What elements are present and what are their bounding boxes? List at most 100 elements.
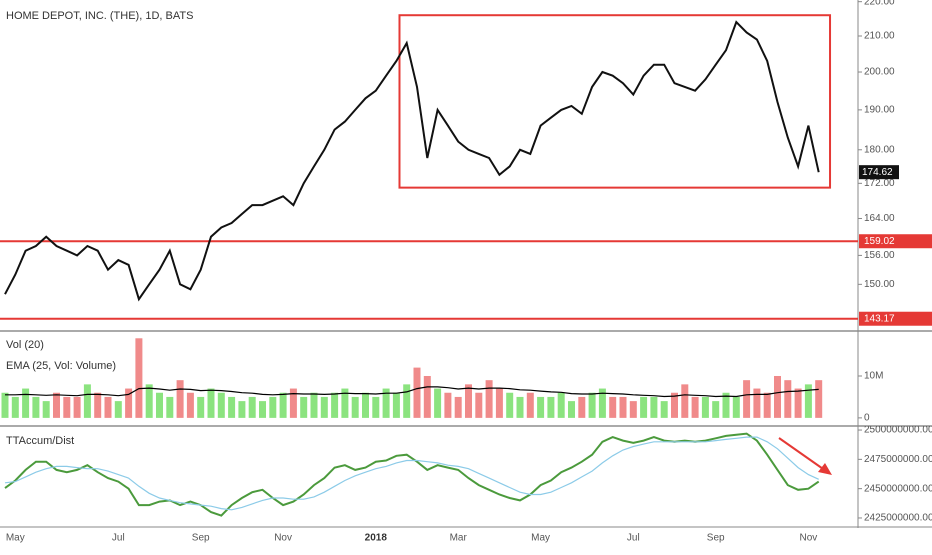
level-tag-label: 143.17 bbox=[864, 313, 895, 324]
y-tick-label: 210.00 bbox=[864, 31, 895, 42]
volume-bar bbox=[217, 392, 225, 418]
volume-bar bbox=[629, 401, 637, 418]
volume-bar bbox=[763, 392, 771, 418]
volume-bar bbox=[197, 396, 205, 418]
volume-bar bbox=[104, 396, 112, 418]
volume-bar bbox=[289, 388, 297, 418]
volume-bar bbox=[815, 380, 823, 418]
volume-bar bbox=[207, 388, 215, 418]
volume-bar bbox=[351, 396, 359, 418]
volume-bar bbox=[73, 396, 81, 418]
volume-bar bbox=[94, 392, 102, 418]
volume-bar bbox=[248, 396, 256, 418]
ema-line bbox=[5, 386, 819, 398]
x-tick-label: Sep bbox=[192, 533, 210, 544]
volume-bar bbox=[156, 392, 163, 418]
volume-bar bbox=[331, 392, 339, 418]
y-tick-label: 156.00 bbox=[864, 250, 895, 261]
volume-bar bbox=[423, 375, 431, 418]
volume-bar bbox=[279, 392, 287, 418]
y-tick-label: 2425000000.0000 bbox=[864, 513, 932, 524]
last-price-tag bbox=[859, 165, 899, 180]
volume-bar bbox=[774, 375, 781, 418]
last-price-label: 174.62 bbox=[862, 167, 893, 178]
volume-bar bbox=[83, 384, 91, 418]
volume-bar bbox=[269, 396, 277, 418]
level-tag-label: 159.02 bbox=[864, 236, 895, 247]
volume-bar bbox=[125, 388, 133, 418]
volume-bar bbox=[557, 392, 565, 418]
volume-bar bbox=[650, 396, 658, 418]
y-tick-label: 164.00 bbox=[864, 213, 895, 224]
volume-bar bbox=[259, 401, 266, 418]
volume-bar bbox=[671, 392, 678, 418]
volume-bar bbox=[362, 392, 369, 418]
level-tag bbox=[859, 234, 932, 249]
chart-title: HOME DEPOT, INC. (THE), 1D, BATS bbox=[6, 10, 193, 22]
volume-bar bbox=[22, 388, 30, 418]
volume-bar bbox=[691, 396, 699, 418]
volume-bar bbox=[619, 396, 627, 418]
highlight-box bbox=[398, 14, 832, 189]
volume-bar bbox=[526, 392, 534, 418]
arrow-head bbox=[818, 463, 832, 475]
volume-bar bbox=[53, 392, 60, 418]
y-tick-label: 172.00 bbox=[864, 178, 895, 189]
volume-bar bbox=[701, 396, 709, 418]
y-tick-label: 150.00 bbox=[864, 279, 895, 290]
volume-bar bbox=[186, 392, 194, 418]
volume-bar bbox=[11, 396, 19, 418]
volume-bar bbox=[341, 388, 349, 418]
x-tick-label: 2018 bbox=[365, 533, 388, 544]
volume-bar bbox=[732, 396, 740, 418]
x-tick-label: Nov bbox=[274, 533, 292, 544]
volume-bar bbox=[63, 396, 71, 418]
arrow-shaft bbox=[778, 437, 827, 472]
volume-bar bbox=[485, 380, 493, 418]
volume-bar bbox=[403, 384, 411, 418]
volume-bar bbox=[681, 384, 689, 418]
volume-bar bbox=[475, 392, 483, 418]
volume-bar bbox=[804, 384, 812, 418]
volume-bar bbox=[660, 401, 668, 418]
volume-bar bbox=[413, 367, 421, 418]
volume-bar bbox=[238, 401, 246, 418]
x-tick-label: May bbox=[531, 533, 550, 544]
y-tick-label: 220.00 bbox=[864, 0, 895, 7]
volume-bar bbox=[753, 388, 761, 418]
volume-bar bbox=[176, 380, 184, 418]
indicator-title: TTAccum/Dist bbox=[6, 435, 74, 447]
volume-bar bbox=[588, 392, 596, 418]
volume-bar bbox=[166, 396, 174, 418]
volume-bar bbox=[506, 392, 514, 418]
volume-bar bbox=[712, 401, 720, 418]
y-tick-label: 200.00 bbox=[864, 67, 895, 78]
volume-bar bbox=[743, 380, 751, 418]
volume-bar bbox=[300, 396, 308, 418]
volume-bar bbox=[722, 392, 730, 418]
volume-bar bbox=[135, 338, 143, 418]
volume-bar bbox=[372, 396, 380, 418]
volume-bar bbox=[310, 392, 318, 418]
volume-bar bbox=[516, 396, 524, 418]
volume-bar bbox=[454, 396, 462, 418]
series-line bbox=[4, 436, 819, 511]
volume-bar bbox=[145, 384, 153, 418]
volume-bar bbox=[598, 388, 606, 418]
volume-bar bbox=[568, 401, 575, 418]
volume-bar bbox=[114, 401, 122, 418]
volume-bar bbox=[465, 384, 472, 418]
trend-arrow bbox=[778, 437, 832, 475]
x-tick-label: Mar bbox=[450, 533, 468, 544]
volume-subtitle: EMA (25, Vol: Volume) bbox=[6, 360, 116, 372]
y-tick-label: 2450000000.0000 bbox=[864, 483, 932, 494]
volume-bar bbox=[1, 392, 9, 418]
volume-bar bbox=[228, 396, 236, 418]
series-line bbox=[4, 20, 820, 302]
x-tick-label: May bbox=[6, 533, 25, 544]
volume-bar bbox=[392, 392, 400, 418]
volume-bar bbox=[434, 388, 442, 418]
y-tick-label: 2500000000.0000 bbox=[864, 425, 932, 436]
